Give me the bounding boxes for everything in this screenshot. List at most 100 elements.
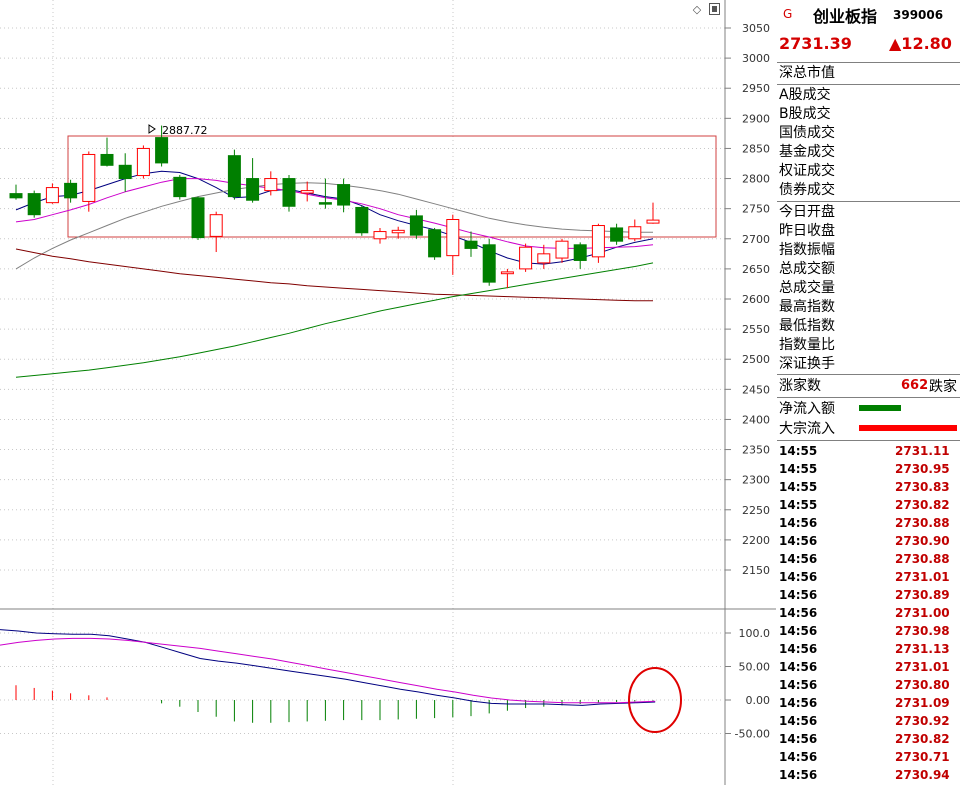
tick-row[interactable]: 14:56 2730.94	[777, 766, 960, 784]
divider	[777, 374, 960, 375]
tick-time: 14:56	[779, 714, 818, 728]
candle-body	[136, 147, 150, 177]
tick-time: 14:55	[779, 480, 818, 494]
ma-line	[15, 178, 654, 249]
tick-row[interactable]: 14:56 2731.09	[777, 694, 960, 712]
candle-body	[373, 231, 387, 240]
info-label: B股成交	[779, 106, 831, 122]
tick-price: 2730.83	[895, 480, 950, 494]
tick-row[interactable]: 14:56 2730.98	[777, 622, 960, 640]
price-tick-label: 2450	[742, 383, 770, 396]
tick-row[interactable]: 14:56 2730.82	[777, 730, 960, 748]
candle-body	[173, 176, 187, 198]
candle	[300, 181, 314, 202]
tick-row[interactable]: 14:56 2731.01	[777, 658, 960, 676]
block-inflow-label: 大宗流入	[779, 421, 835, 437]
info-label: A股成交	[779, 87, 831, 103]
candle	[500, 268, 514, 289]
tick-row[interactable]: 14:56 2730.89	[777, 586, 960, 604]
high-annotation: 2887.72	[148, 124, 208, 137]
tick-row[interactable]: 14:55 2730.83	[777, 478, 960, 496]
flag-icon	[148, 124, 156, 134]
indicator-histogram	[15, 685, 654, 723]
tick-price: 2730.82	[895, 732, 950, 746]
tick-row[interactable]: 14:56 2731.01	[777, 568, 960, 586]
candle-body	[227, 155, 241, 198]
candle-body	[500, 271, 514, 275]
divider	[777, 84, 960, 85]
candle-body	[391, 229, 405, 234]
tick-row[interactable]: 14:55 2730.95	[777, 460, 960, 478]
ma-line	[15, 182, 653, 270]
tick-price: 2731.00	[895, 606, 950, 620]
candle	[282, 174, 296, 212]
divider	[777, 397, 960, 398]
price-tick-label: 2200	[742, 534, 770, 547]
candle-body	[555, 240, 569, 259]
candle	[155, 125, 169, 167]
index-name: 创业板指	[813, 7, 878, 26]
tick-price: 2730.82	[895, 498, 950, 512]
tick-row[interactable]: 14:56 2730.80	[777, 676, 960, 694]
tick-time: 14:56	[779, 642, 818, 656]
candle-body	[646, 219, 660, 224]
tick-time: 14:56	[779, 552, 818, 566]
candle	[118, 153, 132, 192]
price-tick-label: 2250	[742, 504, 770, 517]
candle	[355, 205, 369, 236]
candle	[173, 174, 187, 200]
info-label: 总成交量	[779, 280, 835, 296]
block-inflow-bar	[859, 425, 957, 431]
tick-row[interactable]: 14:56 2730.71	[777, 748, 960, 766]
candle	[428, 227, 442, 260]
tick-row[interactable]: 14:56 2730.92	[777, 712, 960, 730]
price-tick-label: 2400	[742, 413, 770, 426]
tick-time: 14:56	[779, 516, 818, 530]
tick-time: 14:56	[779, 678, 818, 692]
tick-price: 2730.88	[895, 516, 950, 530]
tick-price: 2731.13	[895, 642, 950, 656]
candle-body	[464, 240, 478, 249]
market-badge: G	[783, 7, 793, 21]
diamond-icon[interactable]: ◇	[692, 3, 702, 16]
indicator-tick-label: 0.00	[746, 694, 771, 707]
candle-body	[628, 226, 642, 240]
tick-row[interactable]: 14:55 2730.82	[777, 496, 960, 514]
price-tick-label: 2350	[742, 444, 770, 457]
candle-body	[482, 244, 496, 283]
candle	[264, 171, 278, 196]
tick-time: 14:56	[779, 696, 818, 710]
candle-body	[45, 187, 59, 204]
tick-row[interactable]: 14:55 2731.11	[777, 442, 960, 460]
tick-row[interactable]: 14:56 2730.90	[777, 532, 960, 550]
scroll-toggle-icon[interactable]	[709, 3, 720, 15]
price-tick-label: 2600	[742, 293, 770, 306]
candle	[246, 158, 260, 203]
tick-price: 2731.01	[895, 660, 950, 674]
price-tick-label: 2750	[742, 203, 770, 216]
tick-time: 14:56	[779, 750, 818, 764]
tick-time: 14:56	[779, 660, 818, 674]
divider	[777, 201, 960, 202]
price-tick-label: 2800	[742, 173, 770, 186]
info-label: 今日开盘	[779, 204, 835, 220]
candle	[100, 137, 114, 167]
indicator-lines	[0, 629, 656, 706]
tick-row[interactable]: 14:56 2730.88	[777, 514, 960, 532]
tick-price: 2730.90	[895, 534, 950, 548]
info-label: 债券成交	[779, 182, 835, 198]
tick-price: 2731.09	[895, 696, 950, 710]
tick-row[interactable]: 14:56 2730.88	[777, 550, 960, 568]
tick-price: 2730.89	[895, 588, 950, 602]
tick-row[interactable]: 14:56 2731.00	[777, 604, 960, 622]
net-inflow-label: 净流入额	[779, 401, 835, 417]
price-tick-label: 2900	[742, 112, 770, 125]
candle	[628, 219, 642, 242]
candle	[537, 244, 551, 269]
candle	[591, 223, 605, 263]
candle-body	[537, 253, 551, 264]
tick-row[interactable]: 14:56 2731.13	[777, 640, 960, 658]
candle	[337, 178, 351, 213]
tick-time: 14:55	[779, 462, 818, 476]
